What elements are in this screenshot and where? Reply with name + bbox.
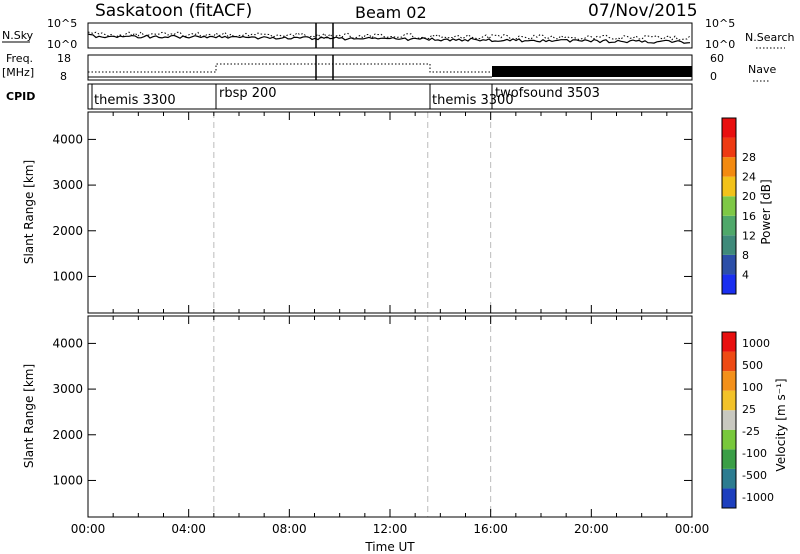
colorbar-tick: 28 bbox=[742, 151, 756, 164]
ytick-label: 4000 bbox=[52, 132, 83, 146]
velocity-scatter bbox=[88, 368, 695, 523]
site-title: Saskatoon (fitACF) bbox=[95, 1, 252, 21]
nsky-label: N.Sky bbox=[2, 29, 34, 42]
date-title: 07/Nov/2015 bbox=[588, 1, 698, 21]
colorbar-tick: 12 bbox=[742, 229, 756, 242]
cpid-label: CPID bbox=[6, 90, 35, 103]
nsky-tick-top: 10^5 bbox=[47, 17, 77, 30]
xtick-label: 20:00 bbox=[574, 522, 609, 536]
velocity-colorbar-label: Velocity [m s⁻¹] bbox=[774, 378, 788, 471]
colorbar-tick: 8 bbox=[742, 249, 749, 262]
colorbar-tick: 100 bbox=[742, 381, 763, 394]
nsearch-label: N.Search bbox=[745, 31, 795, 44]
nsky-series bbox=[87, 33, 691, 44]
power-scatter bbox=[88, 164, 695, 319]
xtick-label: 08:00 bbox=[272, 522, 307, 536]
power-ylabel: Slant Range [km] bbox=[22, 160, 36, 264]
power-panel: 1000 2000 3000 4000 Slant Range [km] bbox=[22, 111, 695, 319]
beam-title: Beam 02 bbox=[355, 3, 427, 22]
freq-tick-bottom: 8 bbox=[60, 70, 67, 83]
cpid-panel: CPID themis 3300 rbsp 200 themis 3300 tw… bbox=[6, 83, 693, 110]
ytick-label: 3000 bbox=[52, 178, 83, 192]
ytick-label: 2000 bbox=[52, 224, 83, 238]
xtick-label: 12:00 bbox=[373, 522, 408, 536]
ytick-label: 2000 bbox=[52, 428, 83, 442]
nave-label: Nave bbox=[748, 63, 776, 76]
nsearch-tick-top: 10^5 bbox=[705, 17, 735, 30]
colorbar-tick: 4 bbox=[742, 268, 749, 281]
colorbar-tick: 16 bbox=[742, 210, 756, 223]
xtick-label: 00:00 bbox=[71, 522, 106, 536]
colorbar-tick: 500 bbox=[742, 359, 763, 372]
colorbar-tick: 25 bbox=[742, 403, 756, 416]
ytick-label: 3000 bbox=[52, 382, 83, 396]
freq-panel: Freq. [MHz] 18 8 60 0 Nave bbox=[2, 52, 776, 83]
colorbar-tick: -100 bbox=[742, 447, 767, 460]
colorbar-tick: 20 bbox=[742, 190, 756, 203]
nsky-panel: N.Sky 10^5 10^0 10^5 10^0 N.Search bbox=[2, 17, 795, 51]
colorbar-tick: 1000 bbox=[742, 337, 770, 350]
velocity-colorbar: 1000 500 100 25 -25 -100 -500 -1000 Velocity [m… bbox=[721, 331, 788, 509]
cpid-segment-1: themis 3300 bbox=[94, 93, 176, 108]
nave-block bbox=[492, 66, 692, 77]
xtick-label: 16:00 bbox=[473, 522, 508, 536]
ytick-label: 4000 bbox=[52, 336, 83, 350]
colorbar-tick: -1000 bbox=[742, 491, 774, 504]
cpid-segment-4: twofsound 3503 bbox=[495, 86, 600, 101]
ytick-label: 1000 bbox=[52, 473, 83, 487]
cpid-segment-3: themis 3300 bbox=[432, 93, 514, 108]
power-colorbar: 4 8 12 16 20 24 28 Power [dB] bbox=[721, 117, 773, 295]
colorbar-tick: -500 bbox=[742, 469, 767, 482]
freq-label: Freq. bbox=[6, 52, 33, 65]
power-colorbar-label: Power [dB] bbox=[759, 179, 773, 244]
colorbar-tick: -25 bbox=[742, 425, 760, 438]
freq-series bbox=[88, 63, 692, 73]
xtick-label: 04:00 bbox=[171, 522, 206, 536]
velocity-panel: 1000 2000 3000 4000 00:00 04:00 08:00 12:00 16:0… bbox=[22, 315, 710, 554]
ytick-label: 1000 bbox=[52, 269, 83, 283]
xtick-label: 00:00 bbox=[675, 522, 710, 536]
nsearch-tick-bottom: 10^0 bbox=[705, 38, 735, 51]
velocity-ylabel: Slant Range [km] bbox=[22, 364, 36, 468]
time-xlabel: Time UT bbox=[364, 540, 415, 554]
freq-tick-top: 18 bbox=[57, 52, 71, 65]
cpid-segment-2: rbsp 200 bbox=[219, 86, 277, 101]
freq-unit: [MHz] bbox=[2, 66, 34, 79]
nave-tick-top: 60 bbox=[710, 52, 724, 65]
nsky-tick-bottom: 10^0 bbox=[47, 38, 77, 51]
nave-tick-bottom: 0 bbox=[710, 70, 717, 83]
colorbar-tick: 24 bbox=[742, 171, 756, 184]
